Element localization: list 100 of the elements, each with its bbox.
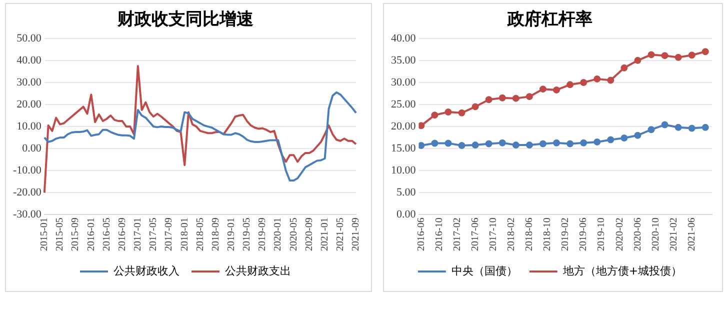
y-tick-label: 30.00 bbox=[16, 76, 42, 88]
point bbox=[458, 142, 466, 149]
point bbox=[620, 134, 628, 142]
y-tick-label: 0.00 bbox=[22, 142, 42, 154]
chart-title: 财政收支同比增速 bbox=[116, 10, 254, 30]
chart-title: 政府杠杆率 bbox=[506, 10, 592, 30]
point bbox=[594, 75, 601, 82]
point bbox=[594, 138, 601, 146]
point bbox=[648, 51, 655, 58]
point bbox=[702, 124, 709, 131]
point bbox=[418, 142, 425, 149]
point bbox=[458, 109, 466, 116]
point bbox=[688, 124, 696, 132]
x-tick-label: 2019-09 bbox=[257, 218, 268, 252]
x-tick-label: 2018-01 bbox=[179, 218, 190, 252]
point bbox=[431, 112, 438, 119]
point bbox=[566, 81, 574, 88]
legend-label: 中央（国债） bbox=[451, 264, 518, 278]
point bbox=[485, 96, 492, 104]
point bbox=[634, 56, 642, 64]
x-tick-label: 2016-06 bbox=[416, 218, 427, 252]
x-tick-label: 2017-10 bbox=[488, 218, 499, 252]
point bbox=[661, 121, 668, 128]
x-tick-label: 2019-06 bbox=[578, 218, 590, 252]
point bbox=[431, 140, 438, 147]
x-tick-label: 2020-10 bbox=[650, 218, 662, 252]
x-tick-label: 2021-05 bbox=[335, 218, 346, 252]
point bbox=[580, 139, 588, 146]
x-tick-label: 2021-01 bbox=[319, 218, 330, 252]
x-tick-label: 2020-05 bbox=[288, 218, 300, 252]
point bbox=[485, 140, 492, 148]
point bbox=[553, 86, 560, 94]
point bbox=[472, 142, 479, 149]
x-tick-label: 2020-01 bbox=[272, 218, 284, 252]
point bbox=[539, 86, 546, 93]
x-tick-label: 2019-01 bbox=[226, 218, 237, 252]
y-tick-label: 20.00 bbox=[16, 98, 42, 110]
x-tick-label: 2021-09 bbox=[350, 218, 362, 252]
point bbox=[553, 139, 560, 146]
x-tick-label: 2016-01 bbox=[86, 218, 97, 252]
point bbox=[634, 132, 642, 139]
y-tick-label: 20.00 bbox=[391, 120, 416, 132]
x-tick-label: 2017-02 bbox=[452, 218, 463, 252]
legend-label: 公共财政收入 bbox=[114, 264, 180, 278]
x-tick-label: 2015-05 bbox=[54, 218, 66, 252]
point bbox=[688, 52, 696, 59]
y-tick-label: 10.00 bbox=[16, 120, 42, 132]
x-tick-label: 2016-10 bbox=[434, 218, 445, 252]
point bbox=[539, 140, 546, 148]
point bbox=[526, 142, 533, 149]
y-tick-label: 50.00 bbox=[16, 32, 42, 44]
x-tick-label: 2020-06 bbox=[632, 218, 644, 252]
x-tick-label: 2017-05 bbox=[148, 218, 160, 252]
x-tick-label: 2017-09 bbox=[164, 218, 175, 252]
point bbox=[512, 94, 520, 102]
y-tick-label: 5.00 bbox=[396, 186, 416, 199]
point bbox=[566, 140, 574, 148]
point bbox=[620, 64, 628, 72]
x-tick-label: 2016-05 bbox=[101, 218, 112, 252]
x-tick-label: 2018-06 bbox=[524, 218, 536, 252]
x-tick-label: 2019-02 bbox=[560, 218, 572, 252]
point bbox=[498, 139, 506, 146]
x-tick-label: 2017-06 bbox=[470, 218, 481, 252]
point bbox=[607, 136, 614, 144]
point bbox=[498, 94, 506, 102]
x-tick-label: 2018-05 bbox=[194, 218, 206, 252]
point bbox=[526, 93, 533, 100]
x-tick-label: 2021-02 bbox=[668, 218, 680, 252]
point bbox=[444, 108, 452, 116]
y-tick-label: -30.00 bbox=[12, 208, 42, 221]
x-tick-label: 2015-01 bbox=[39, 218, 50, 252]
x-tick-label: 2019-10 bbox=[596, 218, 608, 252]
point bbox=[472, 103, 479, 110]
x-tick-label: 2016-09 bbox=[116, 218, 128, 252]
y-tick-label: 35.00 bbox=[391, 54, 416, 66]
point bbox=[702, 48, 709, 56]
point bbox=[674, 124, 682, 131]
x-tick-label: 2019-05 bbox=[242, 218, 253, 252]
point bbox=[661, 52, 668, 60]
point bbox=[580, 78, 588, 86]
y-tick-label: 30.00 bbox=[391, 76, 416, 88]
x-tick-label: 2015-09 bbox=[70, 218, 82, 252]
legend-label: 公共财政支出 bbox=[225, 264, 291, 278]
point bbox=[607, 76, 614, 84]
point bbox=[512, 142, 520, 149]
y-tick-label: -10.00 bbox=[12, 164, 42, 176]
y-tick-label: 25.00 bbox=[391, 98, 416, 110]
point bbox=[674, 54, 682, 61]
x-tick-label: 2020-09 bbox=[304, 218, 315, 252]
x-tick-label: 2018-10 bbox=[542, 218, 554, 252]
x-tick-label: 2018-02 bbox=[506, 218, 518, 252]
x-tick-label: 2017-01 bbox=[132, 218, 144, 252]
y-tick-label: 10.00 bbox=[391, 164, 416, 176]
point bbox=[648, 126, 655, 134]
y-tick-label: 40.00 bbox=[16, 54, 42, 66]
legend-label: 地方（地方债+城投债） bbox=[562, 264, 682, 278]
x-tick-label: 2020-02 bbox=[614, 218, 626, 252]
y-tick-label: 40.00 bbox=[391, 32, 416, 44]
point bbox=[418, 122, 425, 130]
y-tick-label: 0.00 bbox=[396, 208, 416, 221]
